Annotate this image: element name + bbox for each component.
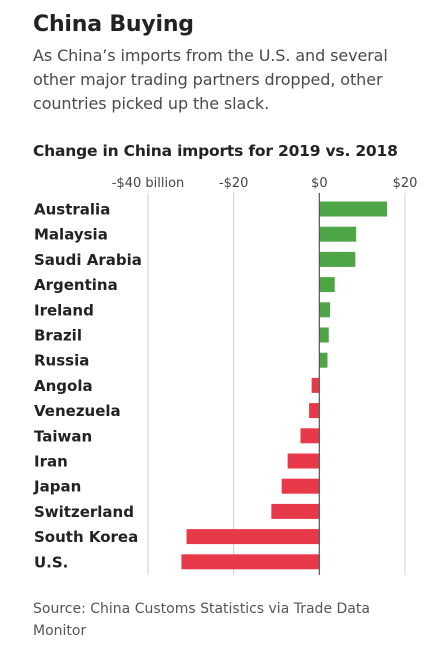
bar (309, 403, 320, 419)
tick-label: -$20 (219, 176, 249, 191)
category-label: Japan (33, 478, 81, 496)
chart-subtitle: As China’s imports from the U.S. and sev… (33, 46, 388, 113)
bar (186, 529, 320, 545)
category-label: Argentina (34, 276, 118, 294)
tick-label: $0 (311, 176, 328, 191)
category-label: Ireland (34, 301, 94, 319)
category-label: U.S. (34, 553, 68, 571)
bar (319, 226, 357, 242)
category-label: Saudi Arabia (34, 251, 142, 269)
bar (319, 327, 329, 343)
bar (319, 251, 356, 267)
category-label: Malaysia (34, 226, 108, 244)
source-note: Source: China Customs Statistics via Tra… (33, 601, 370, 639)
category-label: Australia (34, 201, 110, 219)
chart-heading: Change in China imports for 2019 vs. 201… (33, 142, 398, 160)
bar (319, 201, 388, 217)
category-label: Russia (34, 352, 89, 370)
bar (311, 377, 320, 393)
bar (287, 453, 320, 469)
category-label: Taiwan (34, 427, 92, 445)
category-label: South Korea (34, 528, 138, 546)
category-label: Switzerland (34, 503, 134, 521)
bar (281, 478, 320, 494)
bar (319, 352, 328, 368)
bar (300, 428, 320, 444)
category-label: Iran (34, 453, 68, 471)
category-label: Angola (34, 377, 93, 395)
tick-label: -$40 billion (112, 176, 185, 191)
bar (319, 277, 335, 293)
bar (271, 503, 320, 519)
tick-label: $20 (393, 176, 418, 191)
category-label: Brazil (34, 327, 82, 345)
bar (319, 302, 331, 318)
bar (181, 554, 320, 570)
chart-title: China Buying (33, 12, 194, 37)
category-label: Venezuela (34, 402, 121, 420)
